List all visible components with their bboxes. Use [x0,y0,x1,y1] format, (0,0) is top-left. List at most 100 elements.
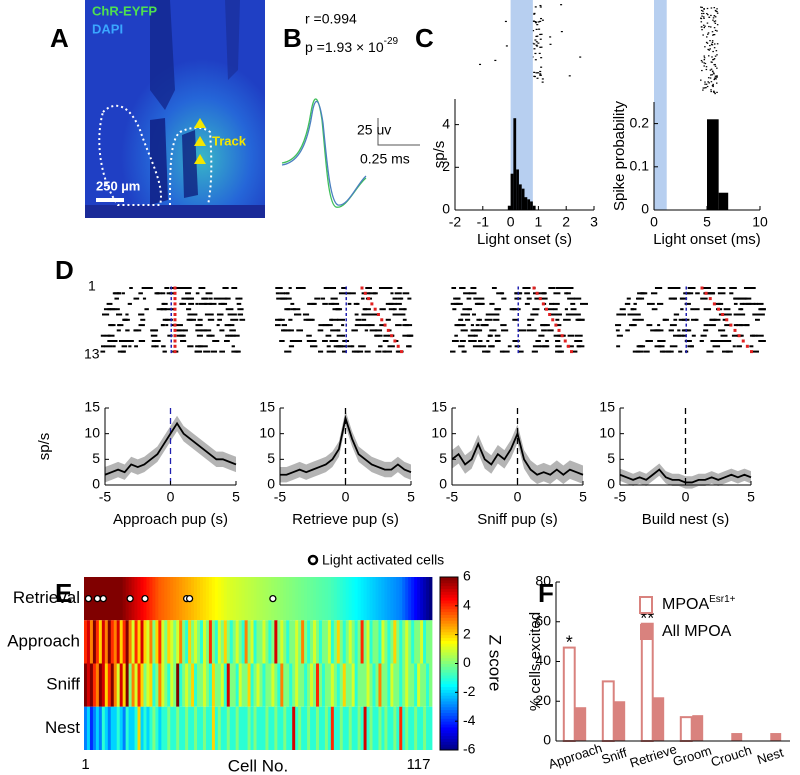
raster-tick [236,302,242,305]
raster-tick [706,42,709,44]
raster-tick [711,40,714,42]
x-tick-label: -2 [449,214,462,230]
y-tick-label: 5 [92,450,100,466]
raster-event [517,344,519,348]
heatmap-cell [372,706,376,750]
raster-event [745,344,749,348]
heatmap-cell [146,620,150,664]
raster-event [685,307,687,311]
raster-tick [341,287,347,289]
raster-tick [712,59,714,61]
heatmap-cell [283,706,287,750]
raster-tick [643,350,650,353]
raster-tick [365,287,373,289]
x-tick-label: 5 [232,489,240,505]
legend-label: Light activated cells [322,552,444,568]
heatmap-cell [420,663,424,707]
raster-tick [711,41,714,43]
colorbar-tick-label: 0 [463,654,471,670]
raster-tick [476,302,484,305]
raster-tick [626,297,631,300]
heatmap-cell [384,577,388,621]
raster-tick [531,329,537,332]
colorbar-strip [440,703,458,708]
raster-event [685,328,687,332]
heatmap-cell [137,577,141,621]
x-tick-label: -5 [614,489,627,505]
raster-event [173,318,177,322]
raster-tick [162,302,168,305]
raster-tick [541,329,547,332]
raster-tick [134,345,138,348]
raster-tick [715,50,718,52]
heatmap-cell [128,706,132,750]
raster-tick [717,292,726,295]
heatmap-cell [307,706,311,750]
raster-tick [383,334,389,337]
raster-tick [720,334,728,337]
raster-tick [379,308,386,311]
heatmap-cell [185,663,189,707]
raster-tick [279,292,285,295]
heatmap-cell [211,620,216,664]
raster-tick [284,292,289,295]
heatmap-cell [214,620,219,664]
raster-tick [164,318,173,321]
heatmap-cell [226,620,231,664]
raster-tick [476,318,481,321]
raster-tick [710,43,713,45]
bar [562,646,576,743]
raster-tick [518,329,527,332]
raster-tick [293,313,302,316]
heatmap-cell [185,706,189,750]
raster-tick [454,324,461,327]
heatmap-cell [289,620,293,664]
raster-tick [195,292,200,295]
light-cell-marker [99,594,107,603]
raster-tick [452,308,457,311]
heatmap-cell [316,620,320,664]
heatmap-cell [104,620,109,664]
raster-tick [651,308,658,311]
y-tick-label: 10 [84,424,100,440]
raster-tick [138,340,146,342]
raster-tick [701,15,703,17]
raster-tick [703,287,711,289]
raster-tick [494,59,497,62]
raster-tick [534,52,537,55]
raster-tick [233,313,237,316]
raster-event [170,297,172,301]
colorbar-strip [440,597,458,601]
raster-tick [707,77,710,79]
legend-name: All MPOA [662,623,732,640]
raster-tick [123,318,128,321]
raster-tick [758,308,766,311]
raster-tick [714,92,716,95]
heatmap-cell [360,620,364,664]
raster-tick [395,302,402,305]
raster-tick [239,297,243,300]
raster-event [563,339,567,343]
heatmap-cell [342,663,347,707]
raster-tick [361,313,368,316]
heatmap-cell [342,620,347,664]
raster-tick [545,340,549,342]
raster-tick [462,324,466,327]
heatmap-cell [324,577,329,621]
raster-row-label: 13 [84,346,100,362]
raster-tick [382,340,389,342]
raster-tick [700,6,702,8]
raster-tick [757,313,765,316]
heatmap-cell [200,577,204,621]
raster-tick [702,34,704,36]
raster-tick [182,329,188,332]
raster-tick [365,313,373,316]
raster-tick [169,287,175,289]
x-tick-label: 2 [562,214,570,230]
heatmap-cell [140,706,144,750]
raster-tick [121,292,125,295]
raster-tick [703,329,709,332]
raster-event [376,313,380,316]
raster-tick [489,302,495,305]
